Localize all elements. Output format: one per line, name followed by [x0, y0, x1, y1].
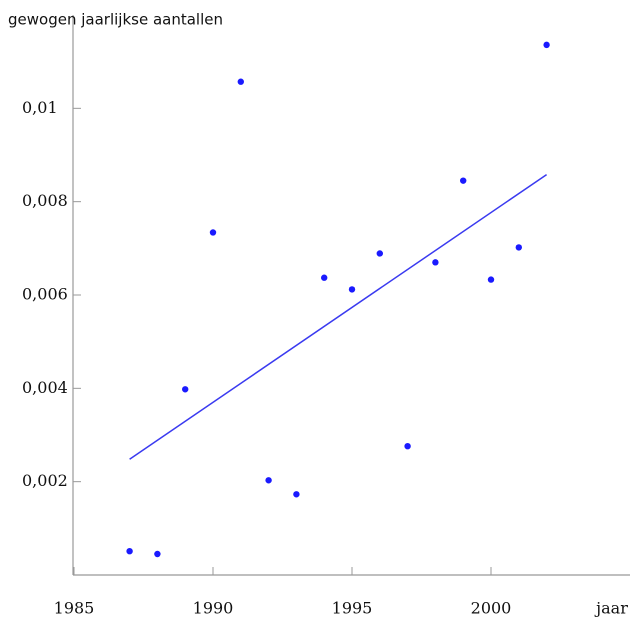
point	[348, 286, 356, 293]
point	[543, 41, 550, 49]
point	[460, 177, 467, 184]
y-tick-label: 0,002	[22, 471, 68, 490]
point	[265, 477, 272, 484]
point	[376, 250, 383, 257]
point	[432, 259, 439, 266]
x-tick-label: 1985	[54, 599, 95, 618]
x-tick-label: 1995	[332, 599, 373, 618]
point	[321, 274, 328, 281]
x-tick-label: 2000	[471, 599, 512, 618]
point	[515, 244, 522, 251]
point	[182, 386, 189, 393]
y-tick-label: 0,006	[22, 285, 68, 304]
x-axis-label: jaar	[594, 599, 628, 618]
y-tick-label: 0,008	[22, 191, 68, 210]
point	[154, 550, 161, 558]
point	[404, 443, 411, 450]
point	[237, 78, 244, 85]
point	[209, 229, 217, 236]
point	[293, 491, 300, 498]
trend-line	[129, 173, 548, 460]
point	[126, 548, 133, 555]
x-tick-label: 1990	[193, 599, 234, 618]
y-tick-label: 0,01	[22, 98, 58, 117]
y-axis-label: gewogen jaarlijkse aantallen	[8, 11, 223, 29]
y-tick-label: 0,004	[22, 378, 68, 397]
point	[487, 276, 495, 283]
